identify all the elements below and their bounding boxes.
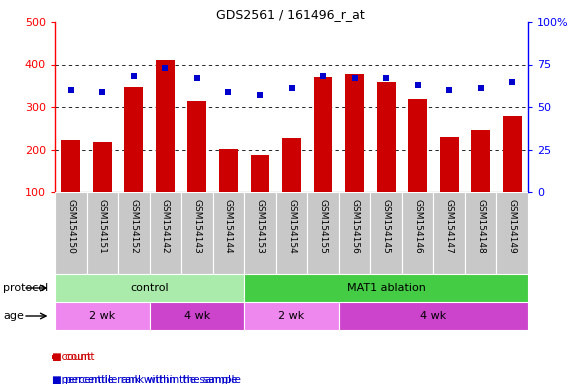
Point (413, 82, 422, 88)
Text: 4 wk: 4 wk (184, 311, 210, 321)
Bar (276, 192, 307, 274)
Bar (187, 101, 206, 192)
Text: GSM154152: GSM154152 (129, 199, 139, 253)
Point (318, 73, 328, 79)
Text: GSM154154: GSM154154 (287, 199, 296, 253)
Text: GSM154155: GSM154155 (318, 199, 328, 253)
Bar (244, 192, 276, 274)
Text: GSM154145: GSM154145 (382, 199, 390, 253)
Text: GSM154142: GSM154142 (161, 199, 170, 253)
Bar (55, 274, 244, 302)
Point (255, 92, 264, 98)
Bar (307, 192, 339, 274)
Bar (86, 192, 118, 274)
Bar (440, 137, 459, 192)
Bar (55, 302, 150, 330)
Bar (376, 81, 396, 192)
Text: ■ count: ■ count (52, 352, 95, 362)
Bar (55, 192, 86, 274)
Point (287, 85, 296, 91)
Bar (251, 156, 270, 192)
Text: GSM154143: GSM154143 (193, 199, 201, 253)
Text: GSM154156: GSM154156 (350, 199, 359, 253)
Point (476, 85, 485, 91)
Point (97, 89, 107, 95)
Text: GSM154150: GSM154150 (66, 199, 75, 253)
Bar (244, 302, 339, 330)
Bar (61, 140, 80, 192)
Text: GSM154149: GSM154149 (508, 199, 517, 253)
Bar (371, 192, 402, 274)
Text: 4 wk: 4 wk (420, 311, 447, 321)
Bar (433, 192, 465, 274)
Bar (150, 192, 181, 274)
Bar (150, 302, 244, 330)
Text: ■ percentile rank within the sample: ■ percentile rank within the sample (52, 375, 241, 384)
Bar (465, 192, 496, 274)
Text: GSM154153: GSM154153 (255, 199, 264, 253)
Bar (156, 60, 175, 192)
Bar (93, 142, 112, 192)
Text: MAT1 ablation: MAT1 ablation (347, 283, 426, 293)
Bar (213, 192, 244, 274)
Text: protocol: protocol (3, 283, 48, 293)
Point (224, 89, 233, 95)
Bar (339, 302, 528, 330)
Text: 2 wk: 2 wk (278, 311, 304, 321)
Bar (471, 131, 490, 192)
Point (192, 75, 201, 81)
Bar (408, 99, 427, 192)
Bar (345, 74, 364, 192)
Bar (181, 192, 213, 274)
Bar (124, 87, 143, 192)
Bar (339, 192, 371, 274)
Text: percentile rank within the sample: percentile rank within the sample (55, 375, 237, 384)
Bar (496, 192, 528, 274)
Text: control: control (130, 283, 169, 293)
Text: GSM154144: GSM154144 (224, 199, 233, 253)
Text: GDS2561 / 161496_r_at: GDS2561 / 161496_r_at (216, 8, 364, 21)
Point (161, 65, 170, 71)
Bar (314, 77, 332, 192)
Text: count: count (55, 352, 91, 362)
Bar (118, 192, 150, 274)
Bar (244, 274, 528, 302)
Point (129, 73, 139, 79)
Text: age: age (3, 311, 24, 321)
Bar (503, 116, 521, 192)
Point (508, 78, 517, 84)
Text: 2 wk: 2 wk (89, 311, 115, 321)
Point (382, 75, 391, 81)
Text: GSM154146: GSM154146 (413, 199, 422, 253)
Bar (52, 354, 59, 359)
Point (444, 87, 454, 93)
Text: GSM154151: GSM154151 (98, 199, 107, 253)
Point (350, 75, 359, 81)
Text: GSM154148: GSM154148 (476, 199, 485, 253)
Point (66, 87, 75, 93)
Bar (282, 137, 301, 192)
Text: GSM154147: GSM154147 (445, 199, 454, 253)
Bar (219, 149, 238, 192)
Bar (402, 192, 433, 274)
